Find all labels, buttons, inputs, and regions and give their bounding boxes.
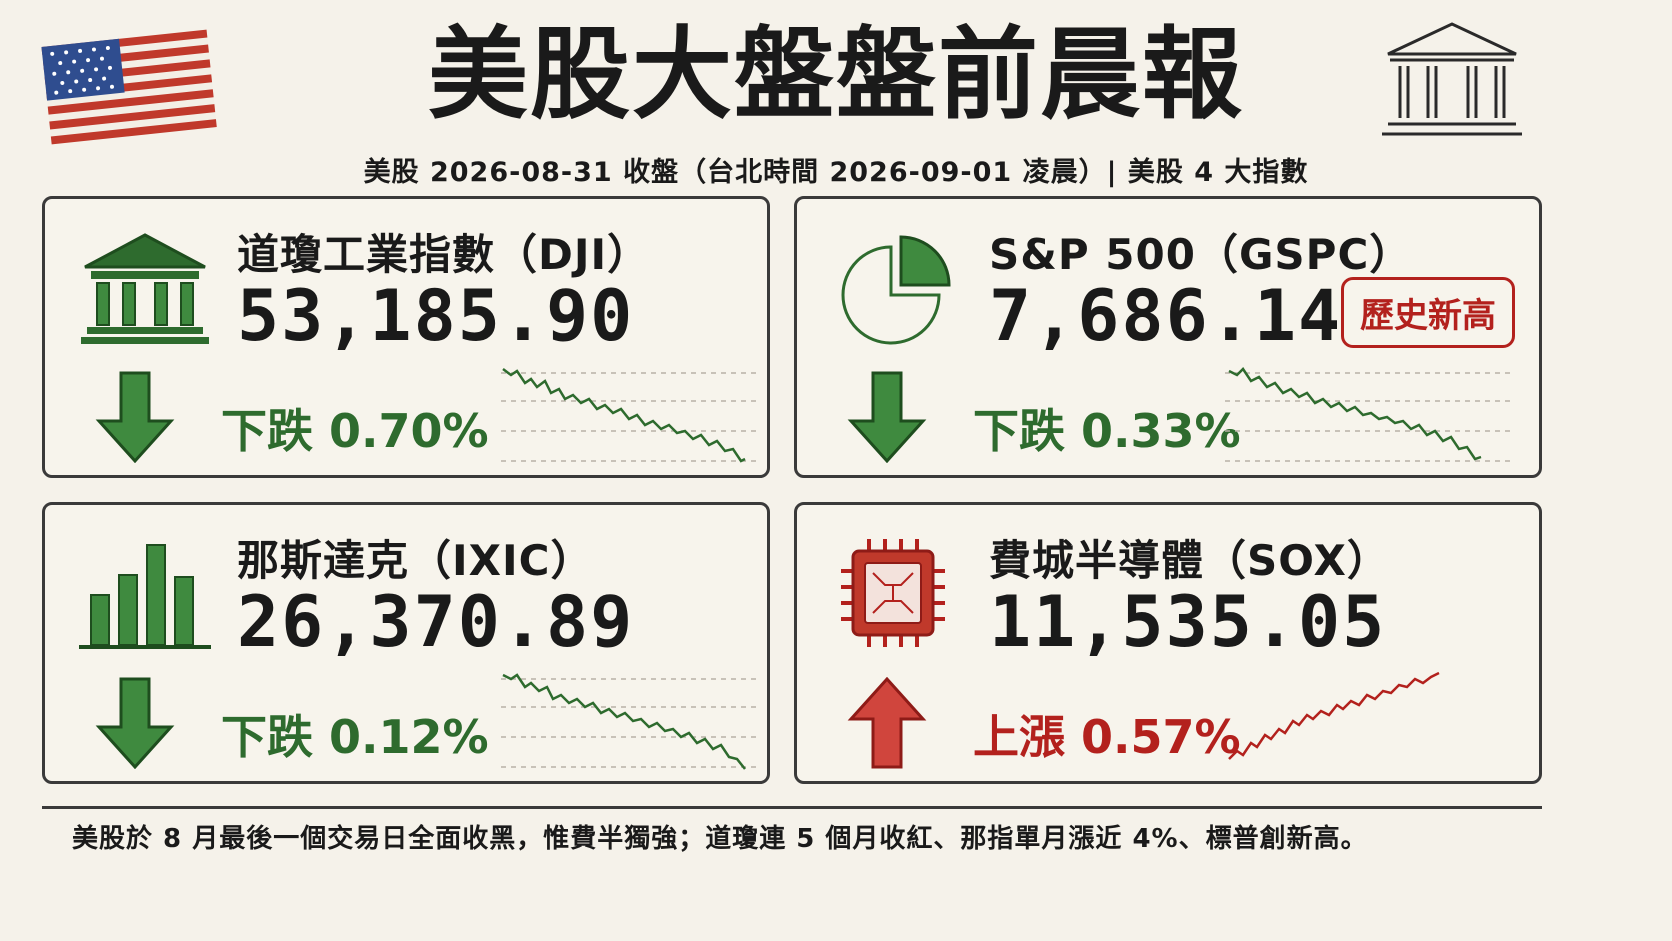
arrow-up-icon: [847, 677, 927, 769]
sparkline-down: [1225, 367, 1515, 462]
index-card-sox: 費城半導體（SOX） 11,535.05 上漲 0.57%: [794, 502, 1542, 784]
arrow-down-icon: [95, 371, 175, 463]
index-card-dji: 道瓊工業指數（DJI） 53,185.90 下跌 0.70%: [42, 196, 770, 478]
index-value: 26,370.89: [237, 581, 635, 663]
footer-note: 美股於 8 月最後一個交易日全面收黑，惟費半獨強；道瓊連 5 個月收紅、那指單月…: [72, 824, 1368, 854]
index-name: 那斯達克（IXIC）: [237, 536, 594, 585]
pie-chart-icon: [841, 235, 951, 345]
index-value: 11,535.05: [989, 581, 1387, 663]
index-value: 7,686.14: [989, 275, 1343, 357]
us-flag-icon: [41, 29, 217, 145]
arrow-down-icon: [847, 371, 927, 463]
index-change: 下跌 0.70%: [221, 404, 489, 458]
index-change: 下跌 0.12%: [221, 710, 489, 764]
index-name: S&P 500（GSPC）: [989, 230, 1413, 279]
page-subtitle: 美股 2026-08-31 收盤（台北時間 2026-09-01 凌晨）| 美股…: [363, 157, 1309, 188]
index-card-gspc: S&P 500（GSPC） 7,686.14 歷史新高 下跌 0.33%: [794, 196, 1542, 478]
index-change: 下跌 0.33%: [973, 404, 1241, 458]
footer-divider: [42, 806, 1542, 809]
index-value: 53,185.90: [237, 275, 635, 357]
sparkline-down: [501, 673, 757, 770]
sparkline-down: [501, 368, 757, 463]
index-change: 上漲 0.57%: [973, 710, 1241, 764]
bank-building-icon: [1382, 22, 1522, 136]
arrow-down-icon: [95, 677, 175, 769]
sparkline-up: [1228, 671, 1440, 760]
index-name: 費城半導體（SOX）: [989, 536, 1390, 585]
bar-chart-icon: [79, 544, 211, 649]
index-name: 道瓊工業指數（DJI）: [237, 230, 651, 279]
chip-icon: [841, 539, 945, 647]
index-card-ixic: 那斯達克（IXIC） 26,370.89 下跌 0.12%: [42, 502, 770, 784]
page-title: 美股大盤盤前晨報: [428, 16, 1244, 133]
bank-building-icon: [81, 233, 209, 344]
record-high-badge: 歷史新高: [1341, 277, 1515, 348]
